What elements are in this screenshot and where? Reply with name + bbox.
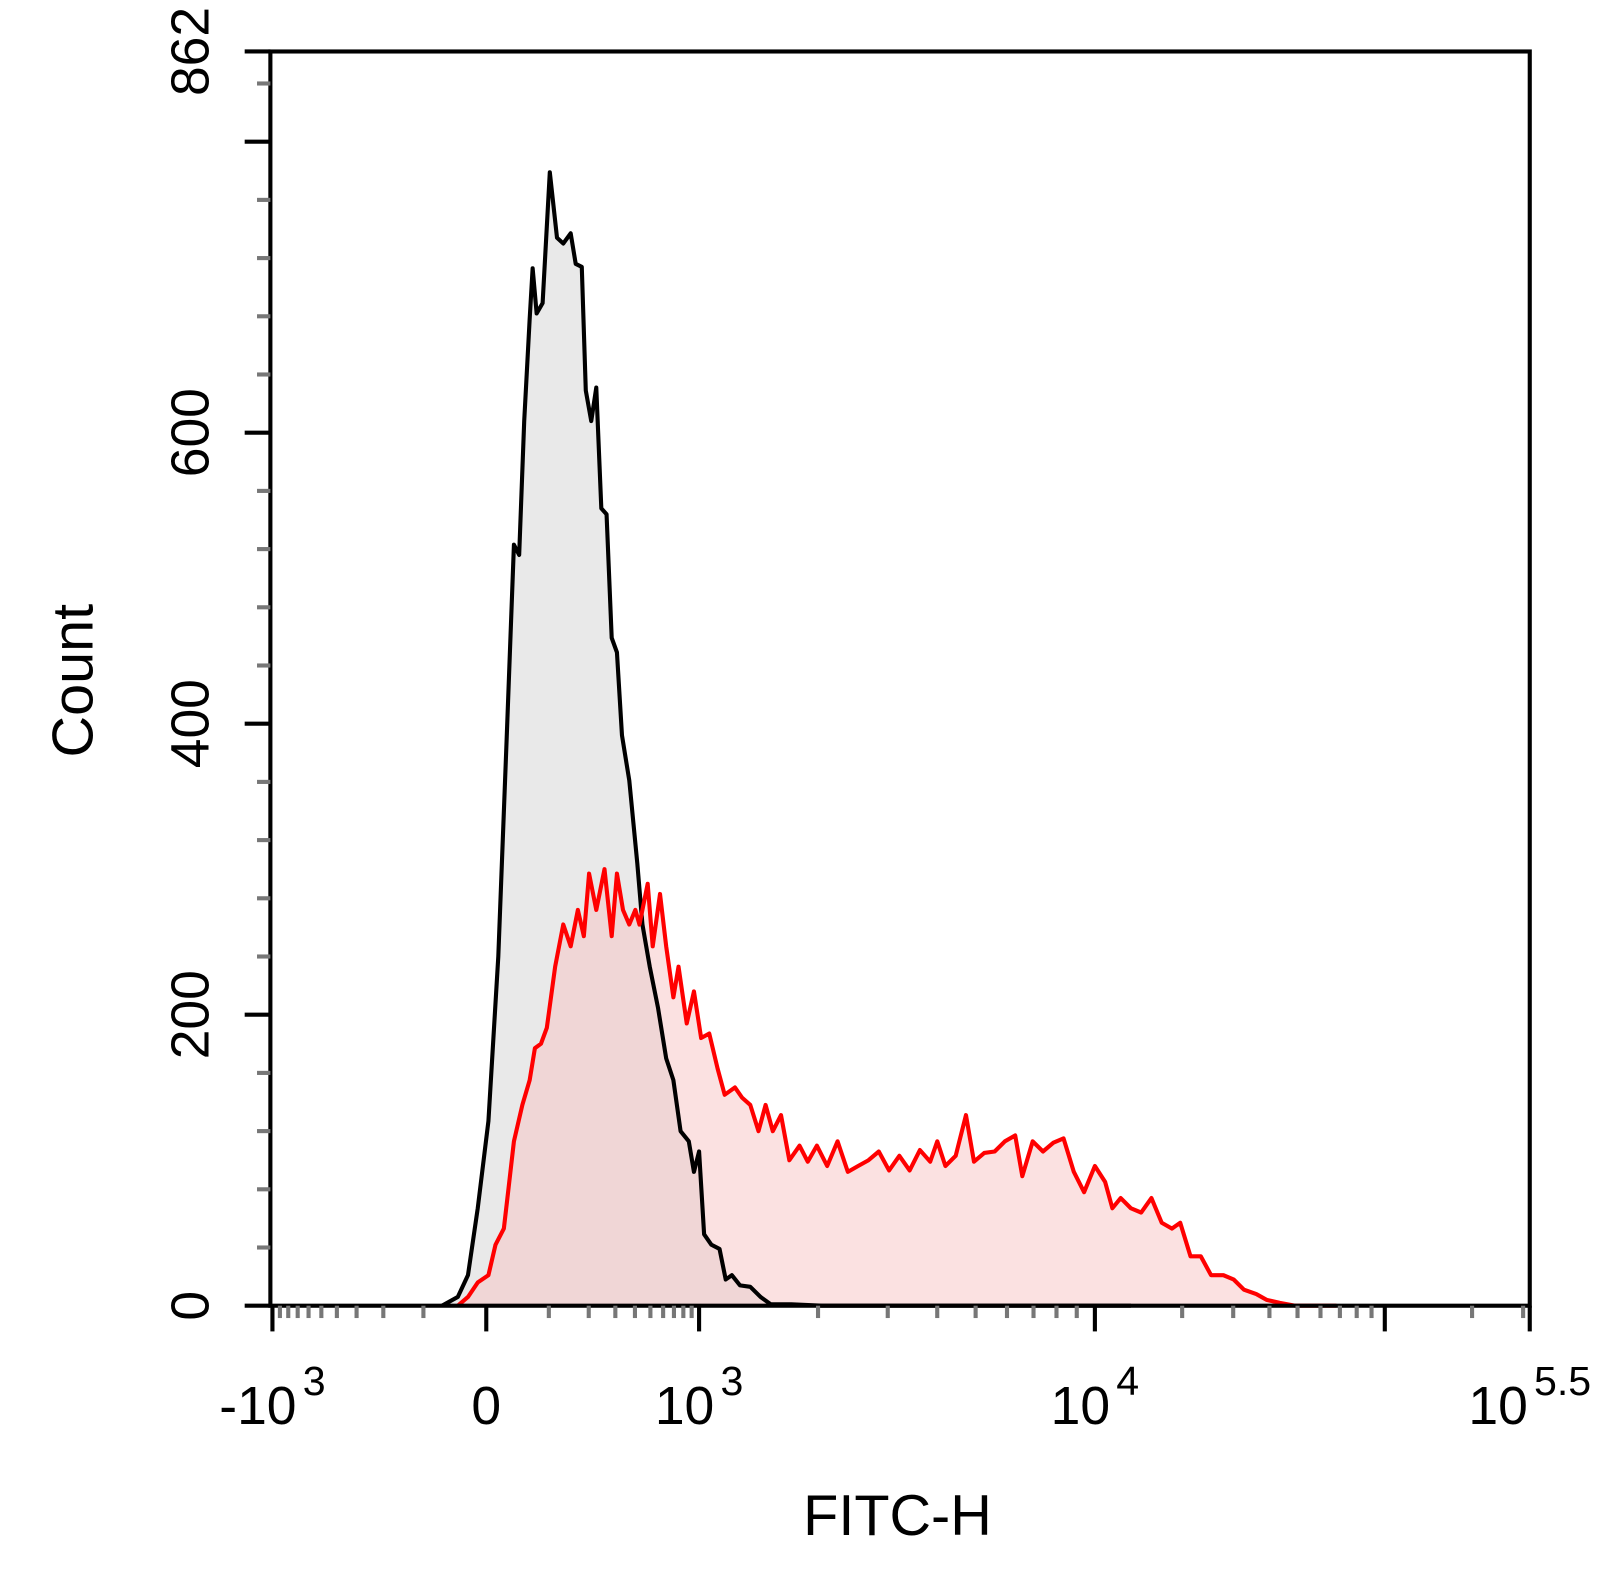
histogram-line [456,867,1337,1308]
x-tick-exponent: 4 [1116,1358,1139,1404]
histogram-area [457,869,1337,1306]
x-tick-label: 10 4 [1051,1358,1139,1436]
y-axis-title: Count [42,604,106,758]
x-tick-base: 10 [1051,1377,1110,1436]
x-tick-exponent: 3 [303,1358,326,1404]
y-tick-label: 600 [162,388,221,477]
x-tick-base: 0 [471,1377,501,1436]
plot-frame [268,49,1532,1308]
y-tick-label: 862 [162,7,221,96]
areas [442,172,1337,1306]
x-tick-base: 10 [1468,1377,1527,1436]
y-tick-label: 400 [162,679,221,768]
curves [441,170,1337,1308]
x-tick-base: 10 [655,1377,714,1436]
x-tick-base: -10 [219,1377,296,1436]
y-tick-label: 200 [162,970,221,1059]
x-axis-title: FITC-H [803,1484,992,1548]
x-tick-label: 0 [471,1377,501,1436]
x-tick-exponent: 5.5 [1534,1358,1591,1404]
y-tick-label: 0 [162,1291,221,1321]
x-tick-label: -10 3 [219,1358,325,1436]
x-tick-exponent: 3 [720,1358,743,1404]
x-tick-label: 10 3 [655,1358,743,1436]
histogram-line [441,170,1131,1308]
x-tick-label: 10 5.5 [1468,1358,1591,1436]
